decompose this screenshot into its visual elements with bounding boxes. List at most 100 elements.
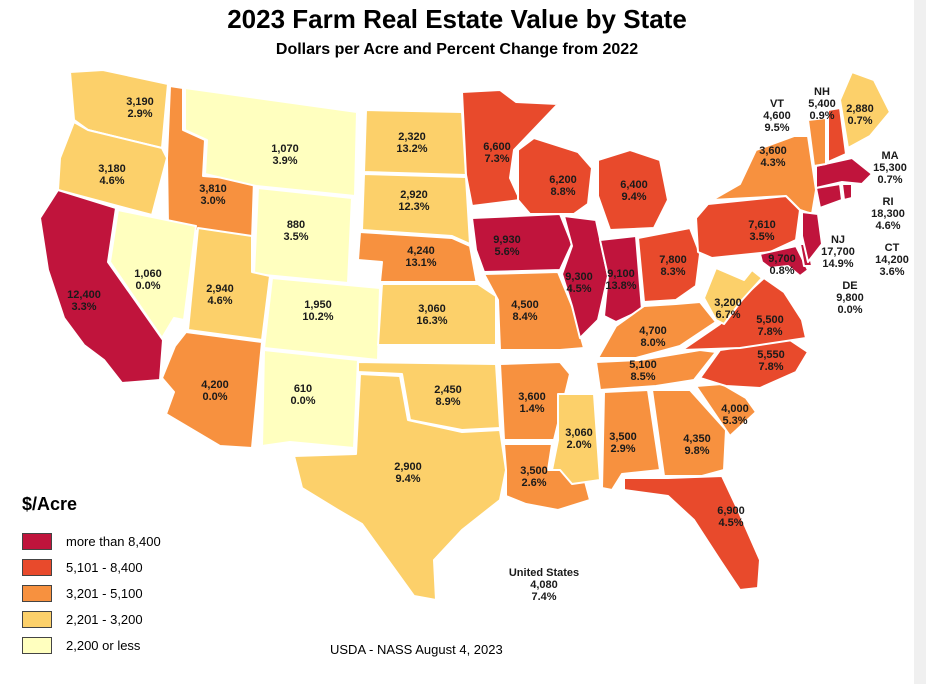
label-MA-line2: 0.7%	[877, 174, 902, 186]
state-KS	[377, 283, 497, 346]
label-AL-line0: 3,500	[609, 431, 637, 443]
state-TX	[293, 373, 507, 601]
legend-label: more than 8,400	[66, 533, 161, 549]
label-VT-line0: VT	[770, 98, 784, 110]
legend-title: $/Acre	[22, 494, 78, 514]
state-GA	[651, 389, 727, 477]
state-MS	[551, 393, 601, 485]
label-NM-line1: 0.0%	[290, 395, 315, 407]
label-TN-line1: 8.5%	[630, 371, 655, 383]
state-MI	[597, 149, 669, 231]
label-ID-line0: 3,810	[199, 183, 227, 195]
legend-label: 5,101 - 8,400	[66, 559, 143, 575]
label-NJ-line1: 17,700	[821, 246, 855, 258]
label-KY-line0: 4,700	[639, 325, 667, 337]
label-OR-line1: 4.6%	[99, 175, 124, 187]
label-AL-line1: 2.9%	[610, 443, 635, 455]
label-NM-line0: 610	[294, 383, 312, 395]
label-MT-line1: 3.9%	[272, 155, 297, 167]
state-AL	[601, 389, 661, 491]
state-NV	[109, 209, 197, 339]
label-RI-line0: RI	[883, 196, 894, 208]
label-ND-line1: 13.2%	[396, 143, 427, 155]
state-NH	[827, 107, 847, 163]
state-LA	[503, 443, 591, 511]
state-CA	[39, 189, 164, 384]
label-GA-line1: 9.8%	[684, 445, 709, 457]
state-WY	[253, 187, 353, 284]
label-NY-line0: 3,600	[759, 145, 787, 157]
label-LA-line0: 3,500	[520, 465, 548, 477]
label-NH-line0: NH	[814, 86, 830, 98]
legend-label: 2,201 - 3,200	[66, 611, 143, 627]
label-MS-line1: 2.0%	[566, 439, 591, 451]
label-IN-line0: 9,100	[607, 268, 635, 280]
label-US-line2: 7.4%	[531, 591, 556, 603]
label-VT-line2: 9.5%	[764, 122, 789, 134]
label-TX-line0: 2,900	[394, 461, 422, 473]
label-DE-line1: 9,800	[836, 292, 864, 304]
label-CA-line1: 3.3%	[71, 301, 96, 313]
state-IL	[561, 215, 609, 339]
label-ME-line1: 0.7%	[847, 115, 872, 127]
label-SD-line0: 2,920	[400, 189, 428, 201]
label-NE-line0: 4,240	[407, 245, 435, 257]
label-UT-line1: 4.6%	[207, 295, 232, 307]
label-MN-line0: 6,600	[483, 141, 511, 153]
label-UT-line0: 2,940	[206, 283, 234, 295]
label-KY-line1: 8.0%	[640, 337, 665, 349]
label-CT-line1: 14,200	[875, 254, 909, 266]
label-OK-line1: 8.9%	[435, 396, 460, 408]
label-KS-line0: 3,060	[418, 303, 446, 315]
label-TN-line0: 5,100	[629, 359, 657, 371]
label-MD-line1: 0.8%	[769, 265, 794, 277]
state-VT	[807, 117, 827, 167]
label-WI-line0: 6,200	[549, 174, 577, 186]
label-KS-line1: 16.3%	[416, 315, 447, 327]
label-IA-line0: 9,930	[493, 234, 521, 246]
label-IL-line1: 4.5%	[566, 283, 591, 295]
label-OH-line1: 8.3%	[660, 266, 685, 278]
label-LA-line1: 2.6%	[521, 477, 546, 489]
state-IN	[599, 235, 643, 323]
state-NE	[357, 231, 479, 291]
state-MA	[815, 157, 873, 189]
state-WV	[703, 267, 763, 325]
state-ME	[839, 71, 891, 149]
source-note: USDA - NASS August 4, 2023	[330, 642, 503, 657]
label-CT-line2: 3.6%	[879, 266, 904, 278]
label-WY-line1: 3.5%	[283, 231, 308, 243]
label-DE-line2: 0.0%	[837, 304, 862, 316]
label-MA-line1: 15,300	[873, 162, 907, 174]
label-WA-line0: 3,190	[126, 96, 154, 108]
legend-swatch	[22, 636, 52, 654]
label-CT-line0: CT	[885, 242, 900, 254]
label-WV-line0: 3,200	[714, 297, 742, 309]
label-AZ-line0: 4,200	[201, 379, 229, 391]
state-MN	[461, 89, 559, 207]
label-OH-line0: 7,800	[659, 254, 687, 266]
label-TX-line1: 9.4%	[395, 473, 420, 485]
label-MO-line0: 4,500	[511, 299, 539, 311]
label-MS-line0: 3,060	[565, 427, 593, 439]
state-UT	[187, 227, 271, 341]
label-VA-line1: 7.8%	[757, 326, 782, 338]
label-MD-line0: 9,700	[768, 253, 796, 265]
label-NE-line1: 13.1%	[405, 257, 436, 269]
label-FL-line1: 4.5%	[718, 517, 743, 529]
legend-swatch	[22, 610, 52, 628]
label-NV-line0: 1,060	[134, 268, 162, 280]
legend-item: 2,200 or less	[22, 635, 140, 655]
label-NC-line1: 7.8%	[758, 361, 783, 373]
state-OR	[57, 121, 168, 216]
scrollbar[interactable]	[914, 0, 926, 684]
label-MI-line0: 6,400	[620, 179, 648, 191]
label-NJ-line2: 14.9%	[822, 258, 853, 270]
label-OR-line0: 3,180	[98, 163, 126, 175]
label-CA-line0: 12,400	[67, 289, 101, 301]
label-MT-line0: 1,070	[271, 143, 299, 155]
state-PA	[695, 195, 801, 259]
state-CO	[263, 277, 381, 361]
state-NY	[711, 135, 817, 215]
